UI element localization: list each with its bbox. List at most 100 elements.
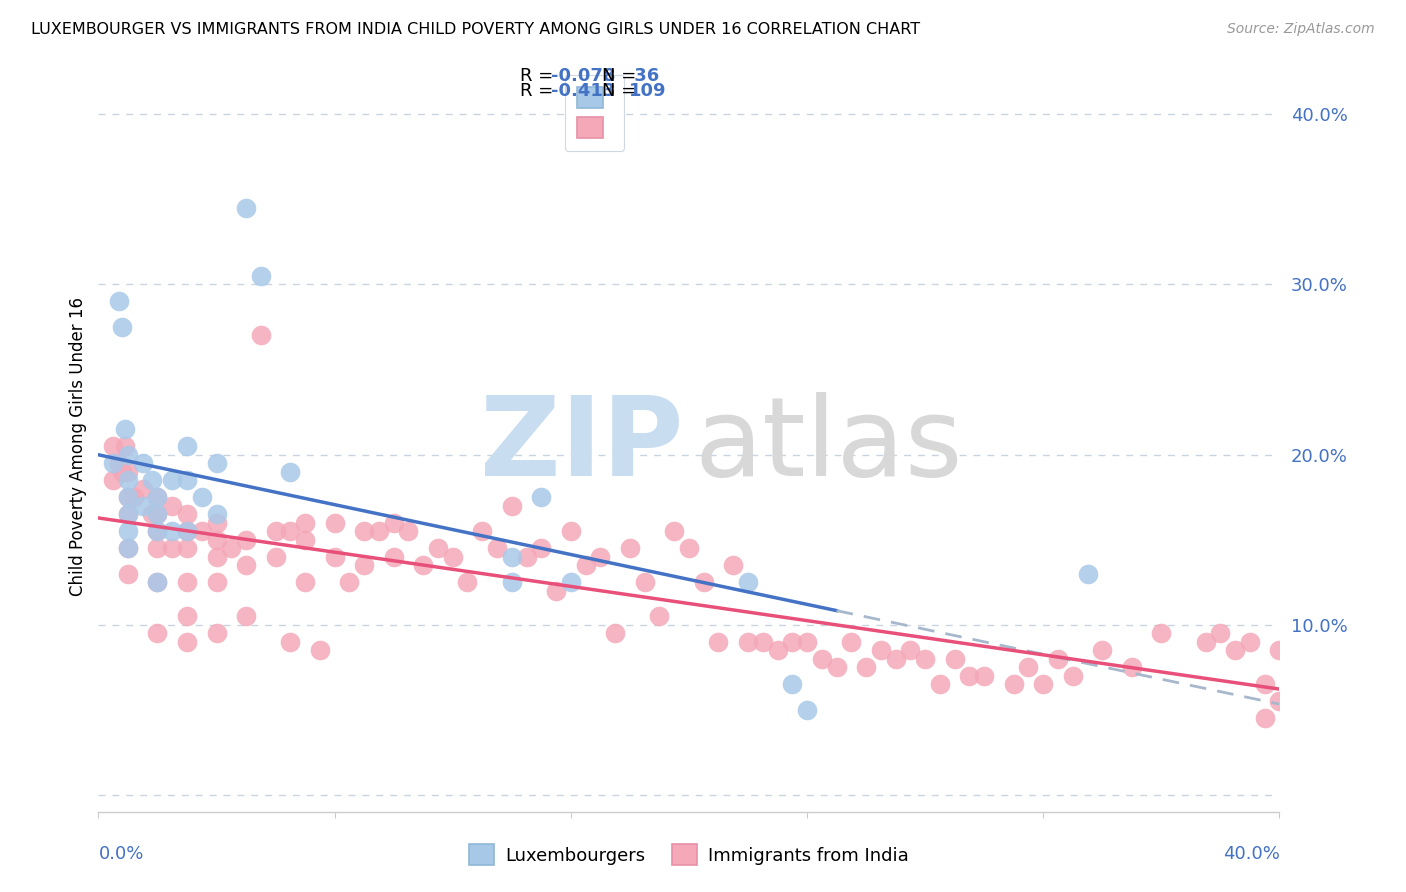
Point (516, 549, 538, 564)
Point (146, 507, 169, 521)
Point (117, 490, 139, 504)
Point (1062, 668, 1084, 682)
Point (176, 541, 198, 555)
Text: N =: N = (602, 82, 641, 100)
Point (1077, 566, 1099, 581)
Point (1002, 677, 1025, 691)
Text: ZIP: ZIP (479, 392, 683, 500)
Point (176, 609, 198, 624)
Point (1046, 651, 1070, 665)
Point (176, 575, 198, 590)
Point (146, 490, 169, 504)
Point (205, 626, 228, 640)
Point (841, 634, 863, 648)
Point (810, 651, 832, 665)
Point (796, 703, 818, 717)
Point (264, 549, 287, 564)
Point (1209, 626, 1232, 640)
Text: N =: N = (602, 67, 641, 85)
Point (693, 575, 716, 590)
Point (146, 524, 169, 538)
Point (191, 490, 214, 504)
Point (146, 626, 169, 640)
Point (280, 634, 302, 648)
Text: 109: 109 (628, 82, 666, 100)
Point (162, 541, 183, 555)
Point (146, 507, 169, 521)
Point (205, 533, 228, 547)
Point (560, 524, 582, 538)
Text: atlas: atlas (695, 392, 963, 500)
Point (398, 524, 420, 538)
Point (619, 541, 641, 555)
Text: 0.0%: 0.0% (98, 845, 143, 863)
Point (294, 575, 316, 590)
Point (707, 634, 730, 648)
Text: -0.078: -0.078 (551, 67, 616, 85)
Point (108, 294, 131, 309)
Point (412, 558, 434, 572)
Point (323, 549, 346, 564)
Text: R =: R = (520, 82, 560, 100)
Text: -0.413: -0.413 (551, 82, 616, 100)
Point (146, 490, 169, 504)
Point (221, 541, 243, 555)
Point (368, 524, 391, 538)
Point (382, 516, 405, 530)
Point (1254, 711, 1277, 725)
Point (205, 575, 228, 590)
Point (294, 516, 316, 530)
Point (648, 609, 671, 624)
Point (1254, 677, 1277, 691)
Point (441, 549, 464, 564)
Point (103, 456, 125, 470)
Point (117, 541, 139, 555)
Point (294, 533, 316, 547)
Point (264, 524, 287, 538)
Point (117, 473, 139, 487)
Point (111, 465, 134, 479)
Y-axis label: Child Poverty Among Girls Under 16: Child Poverty Among Girls Under 16 (69, 296, 87, 596)
Point (132, 456, 155, 470)
Point (782, 677, 804, 691)
Point (250, 268, 273, 283)
Point (723, 558, 745, 572)
Point (1225, 643, 1247, 657)
Point (560, 575, 582, 590)
Point (176, 507, 198, 521)
Point (235, 609, 257, 624)
Text: R =: R = (520, 67, 560, 85)
Point (501, 575, 523, 590)
Point (1032, 677, 1054, 691)
Point (146, 524, 169, 538)
Point (146, 575, 169, 590)
Point (900, 643, 922, 657)
Point (162, 499, 183, 513)
Point (353, 524, 375, 538)
Point (752, 634, 775, 648)
Point (205, 507, 228, 521)
Point (678, 541, 700, 555)
Point (205, 456, 228, 470)
Point (280, 524, 302, 538)
Point (176, 439, 198, 453)
Point (114, 422, 136, 436)
Point (575, 558, 598, 572)
Point (664, 524, 686, 538)
Text: 36: 36 (628, 67, 659, 85)
Point (1195, 634, 1218, 648)
Point (250, 328, 273, 343)
Point (117, 541, 139, 555)
Point (457, 575, 479, 590)
Point (103, 473, 125, 487)
Point (1268, 694, 1291, 708)
Point (501, 549, 523, 564)
Point (589, 549, 612, 564)
Point (501, 499, 523, 513)
Point (530, 541, 553, 555)
Point (141, 473, 163, 487)
Point (870, 643, 893, 657)
Point (884, 651, 907, 665)
Point (176, 524, 198, 538)
Point (117, 465, 139, 479)
